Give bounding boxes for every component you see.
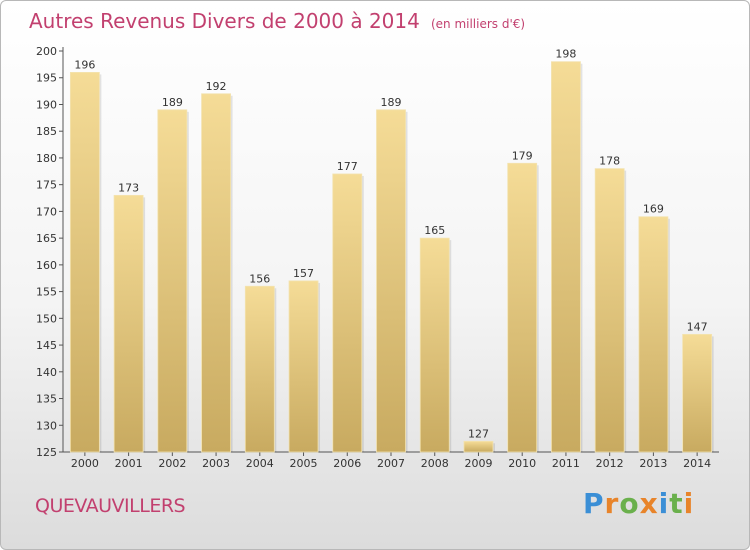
data-label: 189 <box>381 96 402 109</box>
x-tick-label: 2004 <box>246 457 274 470</box>
y-tick-label: 160 <box>36 259 57 272</box>
y-tick-label: 190 <box>36 98 57 111</box>
x-tick-label: 2011 <box>552 457 580 470</box>
y-tick-label: 170 <box>36 205 57 218</box>
data-label: 179 <box>512 149 533 162</box>
x-tick-label: 2000 <box>71 457 99 470</box>
chart-unit-note: (en milliers d'€) <box>430 17 526 31</box>
bar <box>244 285 275 453</box>
x-tick-label: 2007 <box>377 457 405 470</box>
data-label: 196 <box>74 58 95 71</box>
data-label: 189 <box>162 96 183 109</box>
x-tick-label: 2013 <box>639 457 667 470</box>
bar <box>201 93 231 453</box>
bar <box>332 173 363 453</box>
bar <box>288 280 319 453</box>
data-label: 192 <box>206 80 227 93</box>
x-tick-label: 2010 <box>508 457 536 470</box>
x-tick-label: 2014 <box>683 457 711 470</box>
bar <box>682 333 713 453</box>
data-label: 177 <box>337 160 358 173</box>
x-tick-label: 2008 <box>421 457 449 470</box>
data-label: 169 <box>643 203 664 216</box>
bar <box>376 109 406 453</box>
y-tick-label: 165 <box>36 232 57 245</box>
x-tick-label: 2005 <box>290 457 318 470</box>
bar <box>157 109 188 453</box>
bar <box>113 194 144 453</box>
x-tick-label: 2006 <box>333 457 361 470</box>
y-tick-label: 200 <box>36 45 57 58</box>
x-tick-label: 2003 <box>202 457 230 470</box>
x-tick-label: 2001 <box>115 457 143 470</box>
logo-letter: P <box>583 487 605 520</box>
logo-letter: i <box>683 487 695 520</box>
y-tick-label: 125 <box>36 446 57 459</box>
logo-letter: r <box>604 487 620 520</box>
bar <box>638 216 669 453</box>
data-label: 127 <box>468 427 489 440</box>
data-label: 157 <box>293 267 314 280</box>
y-tick-label: 145 <box>36 339 57 352</box>
data-label: 173 <box>118 181 139 194</box>
bar <box>69 71 100 453</box>
x-tick-label: 2002 <box>158 457 186 470</box>
y-tick-label: 135 <box>36 393 57 406</box>
y-tick-label: 185 <box>36 125 57 138</box>
y-tick-label: 140 <box>36 366 57 379</box>
commune-name: QUEVAUVILLERS <box>35 495 186 517</box>
logo-letter: i <box>658 487 670 520</box>
x-tick-label: 2012 <box>596 457 624 470</box>
data-label: 156 <box>249 272 270 285</box>
data-label: 198 <box>555 48 576 61</box>
logo-letter: o <box>619 487 640 520</box>
proxiti-logo: Proxiti <box>583 487 694 520</box>
data-label: 147 <box>687 320 708 333</box>
y-tick-label: 180 <box>36 152 57 165</box>
y-tick-label: 130 <box>36 419 57 432</box>
data-label: 165 <box>424 224 445 237</box>
y-tick-label: 155 <box>36 286 57 299</box>
logo-letter: x <box>639 487 659 520</box>
x-tick-label: 2009 <box>464 457 492 470</box>
y-tick-label: 195 <box>36 72 57 85</box>
bar <box>419 237 450 453</box>
chart-title-main: Autres Revenus Divers de 2000 à 2014 <box>29 9 420 33</box>
data-label: 178 <box>599 155 620 168</box>
bar <box>463 440 494 453</box>
logo-letter: t <box>669 487 684 520</box>
y-tick-label: 150 <box>36 312 57 325</box>
chart-title: Autres Revenus Divers de 2000 à 2014 (en… <box>29 9 525 33</box>
bar <box>594 168 625 453</box>
bar <box>551 61 581 453</box>
y-tick-label: 175 <box>36 179 57 192</box>
bar <box>507 162 538 453</box>
